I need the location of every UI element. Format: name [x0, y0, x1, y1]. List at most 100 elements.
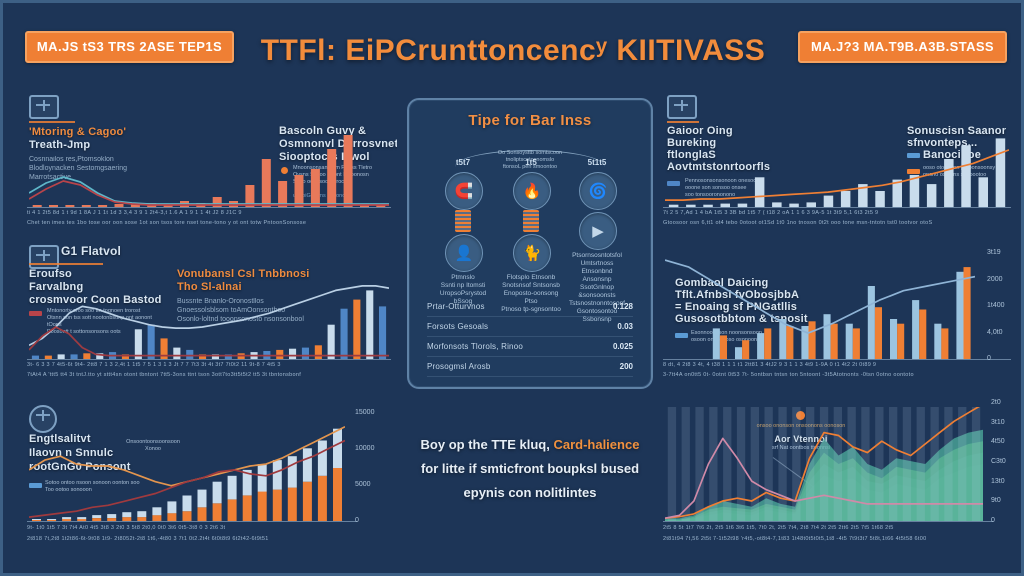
- bar: [772, 202, 782, 207]
- person-icon-glyph: 👤: [454, 245, 474, 262]
- badge-right[interactable]: MA.J?3 MA.T9B.A3B.STASS: [798, 31, 1007, 63]
- panel-bottom-right[interactable]: onsoo ononson onsoonons oonoson Aor Vten…: [655, 399, 1017, 559]
- panel-title-line1: Gombaol Daicing: [675, 277, 769, 289]
- center-card-title: Tipe for Bar Inss: [468, 112, 592, 129]
- chart-svg: [664, 403, 984, 521]
- bar: [875, 191, 885, 207]
- bar-segment: [107, 518, 117, 521]
- bar: [681, 407, 690, 521]
- bar: [858, 184, 868, 207]
- bubble-title: Aor Vtennoi: [774, 434, 828, 444]
- chart-svg: [665, 138, 1010, 207]
- badge-icon: [29, 245, 59, 269]
- bar-segment: [137, 511, 147, 518]
- bottom-caption: Boy op the TTE kluq, Card-halience for l…: [385, 433, 675, 505]
- bar-segment: [227, 475, 237, 500]
- panel-top-left[interactable]: 'Mtoring & Cagoo' Treath-Jmp Cosnnailos …: [17, 89, 397, 237]
- stat-row[interactable]: Morfonsots Tlorols, Rinoo 0.025: [427, 342, 633, 360]
- bar: [823, 195, 834, 207]
- y-axis-tick: 1t400: [987, 302, 1005, 309]
- bar: [823, 314, 831, 359]
- bar: [944, 159, 954, 207]
- bar: [852, 328, 860, 359]
- y-axis-labels: 3t19 2000 1t400 4,0t0 0: [985, 249, 1017, 362]
- bar: [686, 204, 696, 207]
- magnet-icon[interactable]: 🧲: [445, 172, 483, 210]
- bar: [961, 145, 971, 207]
- stat-label: Prosogmsl Arosb: [427, 362, 491, 371]
- caption-line2: for litte if smticfront boupksl bused: [420, 461, 640, 476]
- stat-row[interactable]: Prtar-Otturvnos 0.128: [427, 302, 633, 320]
- play-icon[interactable]: ▶: [579, 212, 617, 250]
- line-series: [664, 437, 983, 520]
- bar: [757, 333, 765, 359]
- bar: [294, 175, 304, 207]
- bar: [874, 307, 882, 359]
- stat-value: 0.128: [612, 302, 633, 311]
- axis-labels-row1: 2t5 8 5t 1t7 7t6 2t, 2t5 1t6 3t6 1t5, 7t…: [663, 525, 894, 531]
- bar: [847, 407, 856, 521]
- line-series: [28, 285, 390, 347]
- stat-separator: [427, 356, 633, 357]
- bar: [121, 354, 129, 359]
- bar: [96, 353, 104, 359]
- panel-top-right[interactable]: Gaioor Oing Bureking ftlonglaS Aovtmtsto…: [655, 89, 1017, 237]
- y-axis-labels: 2t0 3t10 4t50 C3t0 13t0 9t0 0: [989, 399, 1017, 524]
- bar: [314, 345, 322, 359]
- panel-bottom-left[interactable]: Engtlsalitvt Ilaovn n Snnulc rootGnG0 Po…: [17, 399, 397, 559]
- bar-segment: [242, 495, 252, 521]
- bar: [861, 407, 870, 521]
- cat-icon[interactable]: 🐈: [513, 234, 551, 272]
- bar: [720, 203, 730, 207]
- bar: [327, 149, 337, 207]
- panel-title-line2: Ilaovn n Snnulc: [29, 447, 114, 459]
- bar: [995, 138, 1006, 207]
- bar-segment: [92, 518, 102, 521]
- bar-segment: [122, 517, 132, 521]
- bar: [840, 191, 851, 207]
- bar: [971, 407, 981, 521]
- axis-labels-row2: Gtoosoor osn 6,tt1 ot4 tebo 0otoot ot1Sd…: [663, 220, 933, 226]
- panel-title-line3: ftlonglaS: [667, 149, 716, 161]
- bar-segment: [47, 520, 57, 521]
- chart-baseline: [663, 359, 1011, 360]
- badge-left[interactable]: MA.JS tS3 TRS 2ASE TEP1S: [25, 31, 234, 63]
- axis-labels-row1: 9t- 1t0 1t5 7 3t 7t4 At0 4t5 3t8 3 2t0 3…: [27, 525, 226, 531]
- bar: [712, 328, 720, 359]
- bar-segment: [167, 501, 177, 514]
- y-axis-tick: 4t50: [991, 438, 1005, 446]
- panel-mid-left[interactable]: G1 Flatvol Eroufso Farvalbng crosmvoor C…: [17, 239, 397, 387]
- y-axis-tick: 0: [991, 517, 995, 524]
- spiral-icon[interactable]: 🌀: [579, 172, 617, 210]
- bar-segment: [197, 507, 207, 521]
- bar: [926, 184, 937, 207]
- line-series: [28, 176, 389, 205]
- stat-row[interactable]: Prosogmsl Arosb 200: [427, 362, 633, 380]
- bar: [956, 271, 964, 359]
- chart-baseline: [663, 521, 993, 522]
- panel-mid-right[interactable]: Gombaol Daicing Tflt.Afnbsl fvObosjbbA =…: [655, 239, 1017, 387]
- panel-title-line1: Gaioor Oing: [667, 125, 733, 137]
- bar-segment: [152, 515, 162, 521]
- magnet-icon-glyph: 🧲: [454, 183, 474, 200]
- center-tips-card[interactable]: Tipe for Bar Inss Oo Sonsoysttb somtscoo…: [407, 98, 653, 389]
- person-icon[interactable]: 👤: [445, 234, 483, 272]
- bar-segment: [32, 519, 41, 520]
- bar: [199, 354, 207, 359]
- chart-bottom-left: [28, 413, 346, 521]
- stat-row[interactable]: Forsots Gesoals 0.03: [427, 322, 633, 340]
- bar: [912, 300, 920, 359]
- bar: [792, 407, 801, 521]
- bar: [750, 407, 759, 521]
- axis-labels-row1: 3t- 6 3 3 7 4t5-6t 9t4- 2tt8 7 1 3 2,4t …: [27, 362, 281, 368]
- bar: [327, 324, 335, 359]
- bar: [890, 319, 898, 359]
- bar: [310, 169, 320, 207]
- flame-icon[interactable]: 🔥: [513, 172, 551, 210]
- bar-segment: [333, 428, 342, 468]
- bar: [57, 354, 65, 359]
- panel-title-line4: Gusosotbbtom & tsnosit: [675, 313, 808, 325]
- bubble-marker-dot: [796, 411, 805, 420]
- bar-segment: [287, 456, 297, 488]
- bar: [801, 326, 809, 359]
